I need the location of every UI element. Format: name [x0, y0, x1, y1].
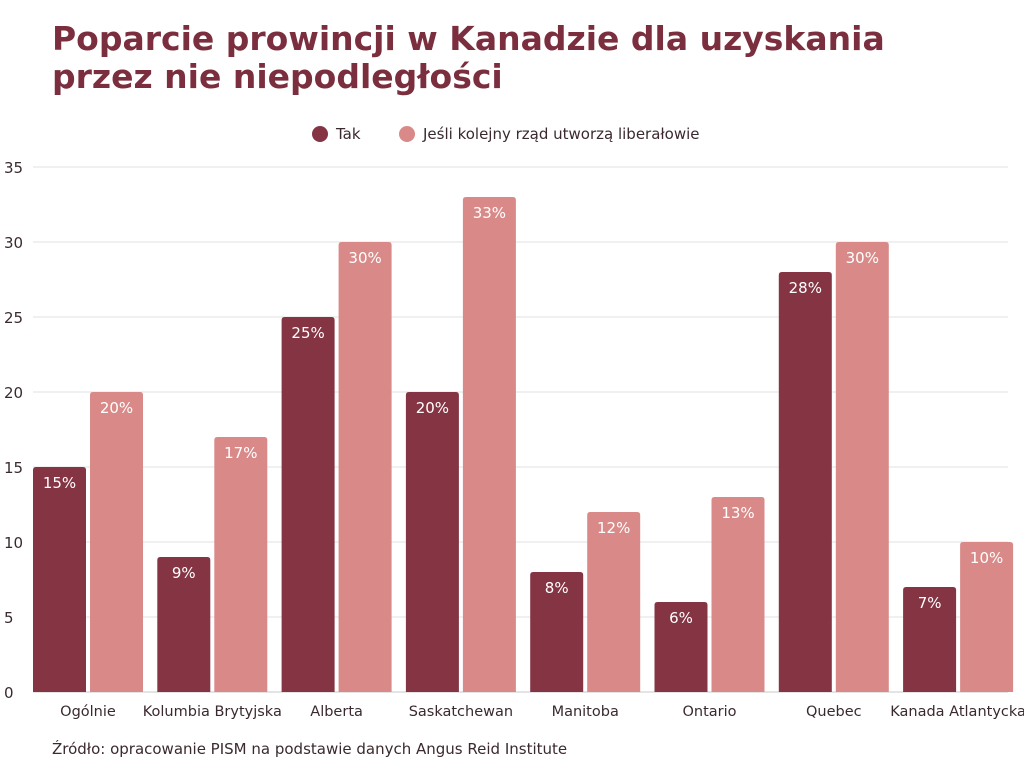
- bar: [587, 512, 641, 692]
- data-label: 8%: [545, 579, 569, 597]
- data-label: 28%: [789, 279, 822, 297]
- bar: [462, 197, 516, 692]
- x-tick-label: Quebec: [806, 704, 862, 720]
- legend-marker: [399, 126, 415, 142]
- bar: [90, 392, 143, 692]
- data-label: 15%: [43, 474, 76, 492]
- bar: [903, 587, 957, 692]
- data-label: 13%: [721, 504, 754, 522]
- y-tick-label: 20: [4, 384, 23, 402]
- bar: [960, 542, 1014, 692]
- bar: [530, 572, 584, 692]
- bar: [835, 242, 889, 692]
- data-label: 33%: [473, 204, 506, 222]
- data-label: 20%: [416, 399, 449, 417]
- x-tick-label: Kanada Atlantycka: [890, 704, 1024, 720]
- y-tick-label: 15: [4, 459, 23, 477]
- y-tick-label: 35: [4, 159, 23, 177]
- data-label: 17%: [224, 444, 257, 462]
- data-label: 9%: [172, 564, 196, 582]
- data-label: 6%: [669, 609, 693, 627]
- data-label: 12%: [597, 519, 630, 537]
- legend-label: Tak: [335, 125, 361, 143]
- bar: [711, 497, 765, 692]
- data-label: 7%: [918, 594, 942, 612]
- bar: [405, 392, 459, 692]
- bar: [214, 437, 268, 692]
- legend-label: Jeśli kolejny rząd utworzą liberałowie: [422, 125, 700, 143]
- bar: [281, 317, 335, 692]
- x-tick-label: Saskatchewan: [409, 704, 513, 720]
- data-label: 25%: [291, 324, 324, 342]
- data-label: 20%: [100, 399, 133, 417]
- y-tick-label: 10: [4, 534, 23, 552]
- y-tick-label: 25: [4, 309, 23, 327]
- bar: [778, 272, 832, 692]
- bar: [654, 602, 708, 692]
- x-tick-label: Ogólnie: [60, 704, 116, 720]
- x-tick-label: Manitoba: [552, 704, 619, 720]
- bar: [33, 467, 86, 692]
- source-note: Źródło: opracowanie PISM na podstawie da…: [52, 740, 568, 758]
- chart-title: Poparcie prowincji w Kanadzie dla uzyska…: [52, 19, 885, 96]
- x-tick-label: Alberta: [310, 704, 363, 720]
- data-label: 30%: [348, 249, 381, 267]
- data-label: 30%: [846, 249, 879, 267]
- legend-marker: [312, 126, 328, 142]
- bar: [157, 557, 211, 692]
- data-label: 10%: [970, 549, 1003, 567]
- y-tick-label: 5: [4, 609, 14, 627]
- y-tick-label: 0: [4, 684, 14, 702]
- bar: [338, 242, 392, 692]
- y-tick-label: 30: [4, 234, 23, 252]
- x-tick-label: Ontario: [682, 704, 736, 720]
- x-tick-label: Kolumbia Brytyjska: [143, 704, 282, 720]
